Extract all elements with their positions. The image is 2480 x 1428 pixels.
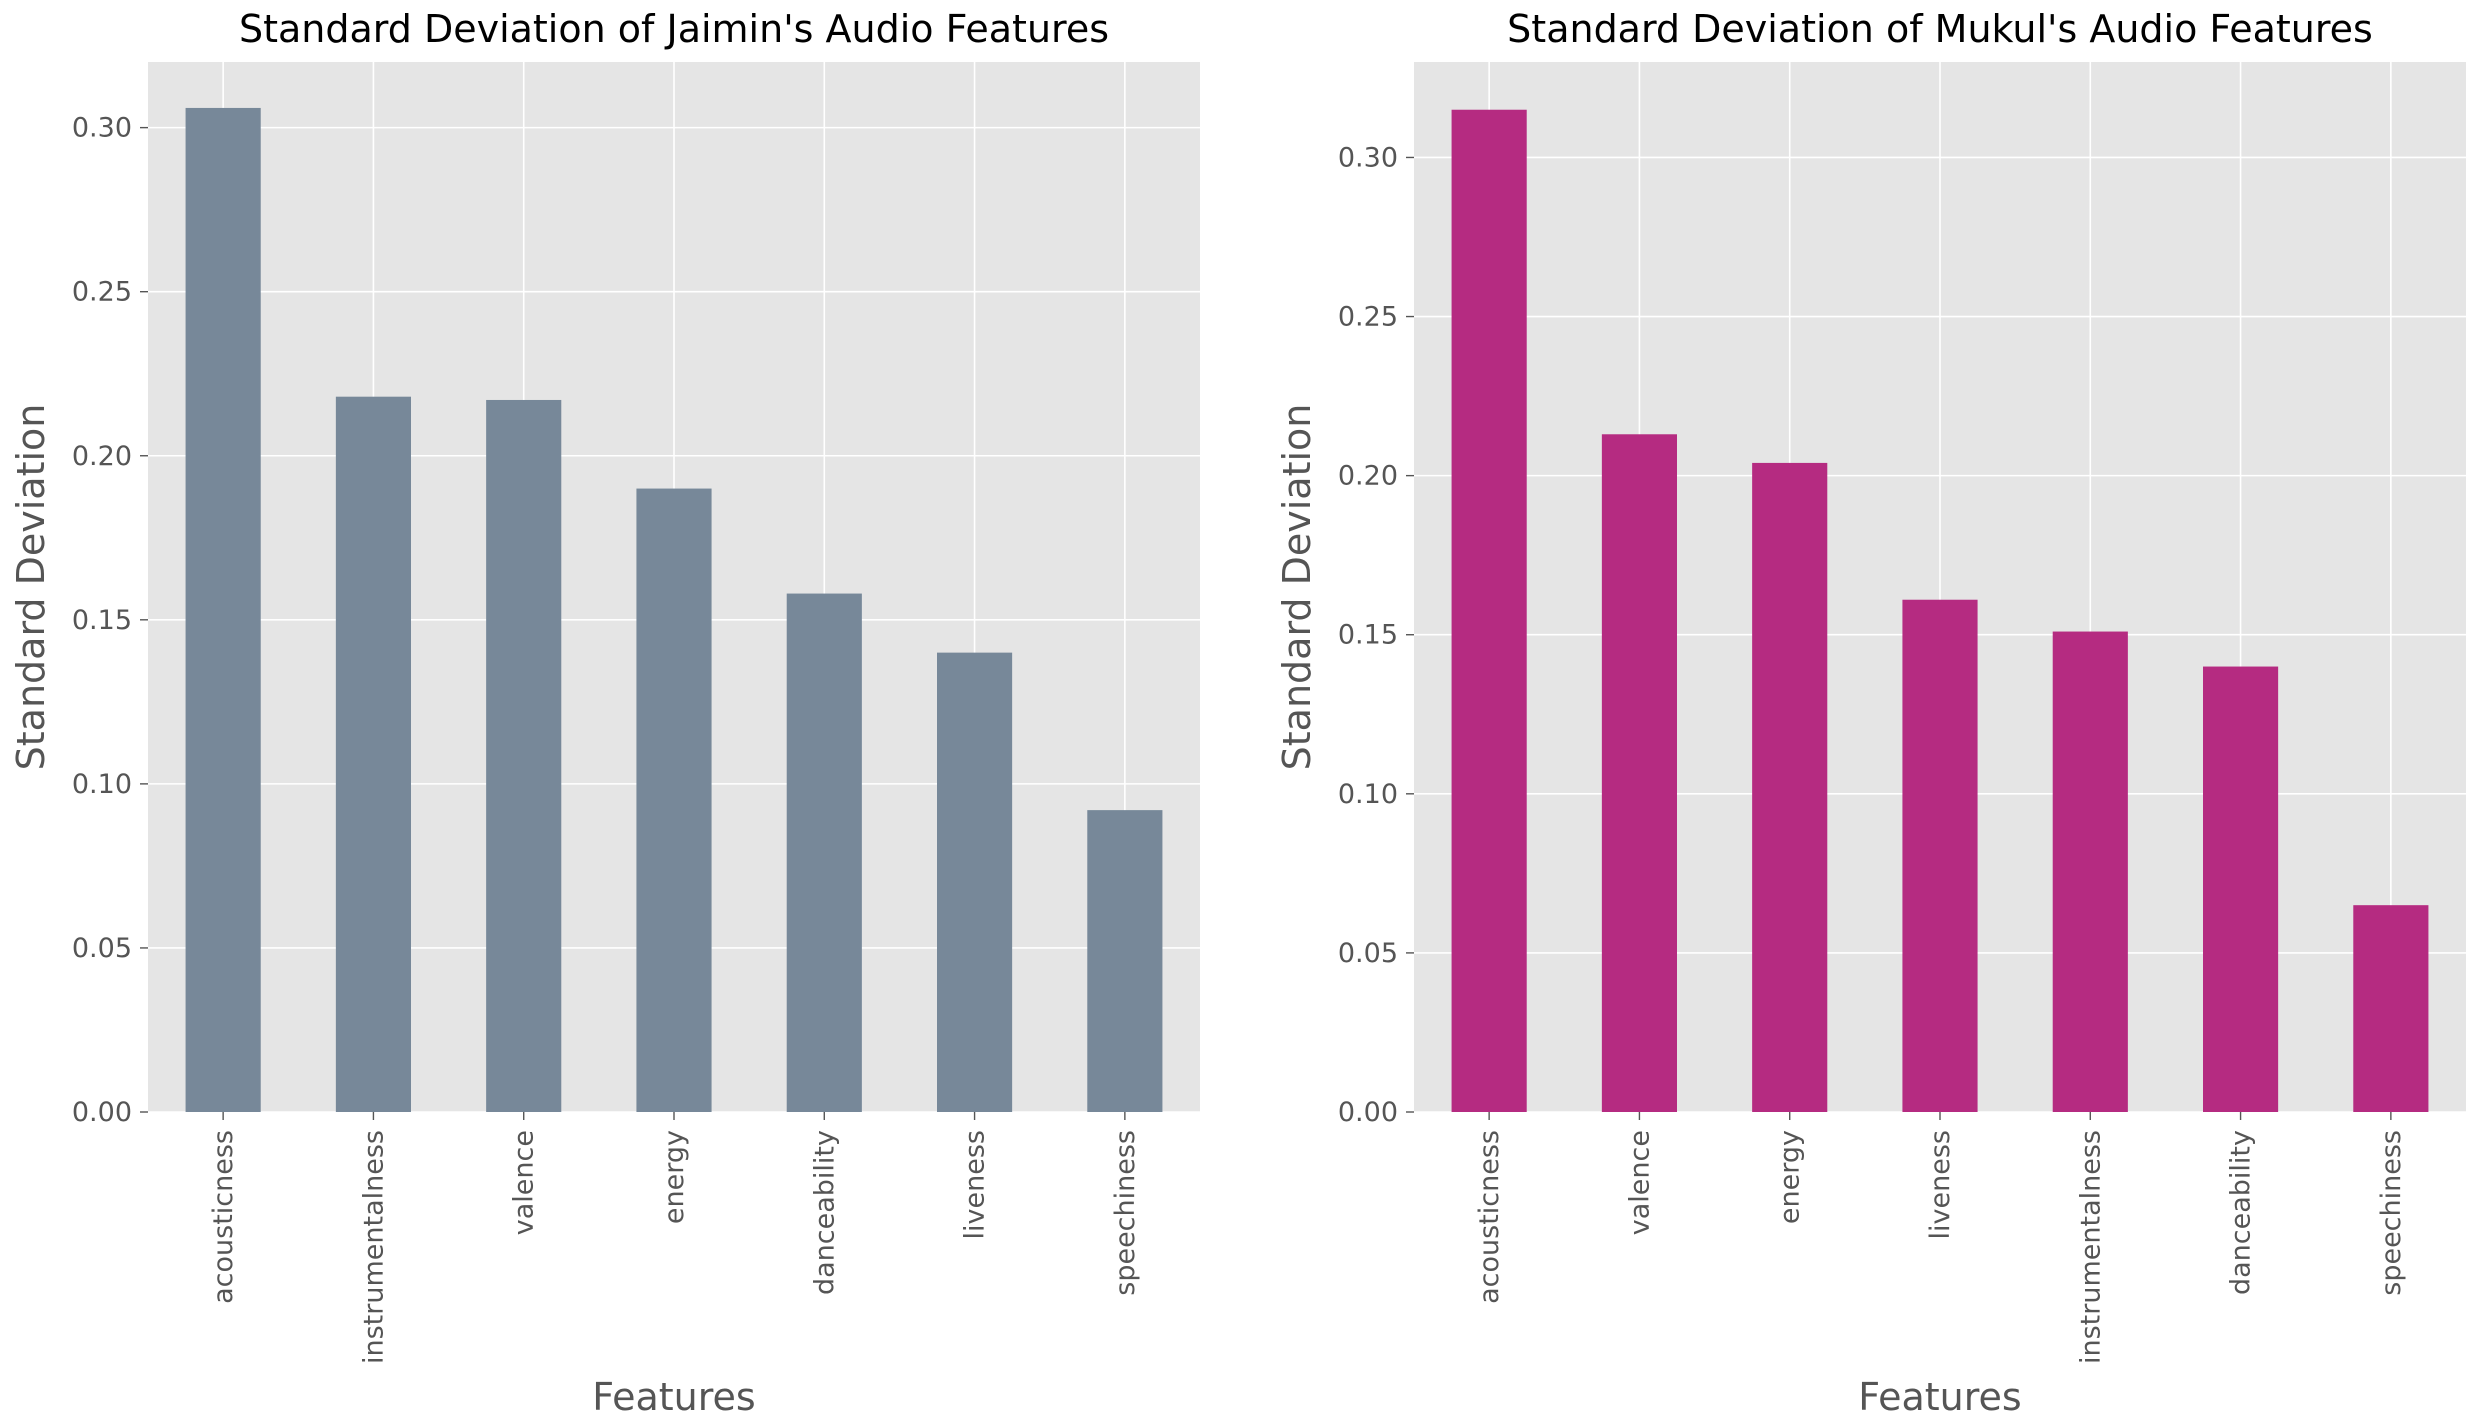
- x-tick-label-valence: valence: [509, 1130, 540, 1235]
- x-tick-label-energy: energy: [1775, 1130, 1806, 1224]
- x-tick-label-danceability: danceability: [809, 1130, 840, 1295]
- x-tick-label-speechiness: speechiness: [2376, 1130, 2407, 1296]
- bar-valence: [1601, 434, 1677, 1113]
- bar-speechiness: [2353, 905, 2429, 1112]
- bar-danceability: [786, 593, 862, 1112]
- x-tick-label-valence: valence: [1624, 1130, 1655, 1235]
- chart-jaimin: 0.00 0.05 0.10 0.15 0.20 0.25 0.30 acousticness…: [9, 7, 1200, 1419]
- y-axis-label: Standard Deviation: [1275, 404, 1319, 771]
- y-tick-label: 0.10: [1338, 779, 1398, 810]
- bar-speechiness: [1087, 810, 1163, 1112]
- y-tick-label: 0.30: [72, 113, 132, 144]
- x-tick-label-liveness: liveness: [1925, 1130, 1956, 1239]
- x-tick-label-liveness: liveness: [960, 1130, 991, 1239]
- y-tick-label: 0.05: [1338, 938, 1398, 969]
- bar-liveness: [937, 652, 1013, 1112]
- chart-title: Standard Deviation of Jaimin's Audio Fea…: [239, 7, 1109, 51]
- x-tick-label-instrumentalness: instrumentalness: [2075, 1130, 2106, 1364]
- y-tick-label: 0.30: [1338, 142, 1398, 173]
- bar-energy: [1752, 462, 1828, 1113]
- x-axis-label: Features: [592, 1375, 755, 1419]
- y-tick-label: 0.00: [72, 1097, 132, 1128]
- bar-energy: [636, 488, 712, 1112]
- bar-acousticness: [185, 107, 261, 1112]
- y-tick-label: 0.25: [1338, 302, 1398, 333]
- bar-instrumentalness: [2052, 631, 2128, 1112]
- x-tick-label-acousticness: acousticness: [1474, 1130, 1505, 1304]
- chart-mukul: 0.00 0.05 0.10 0.15 0.20 0.25 0.30 acousticness…: [1275, 7, 2466, 1419]
- x-axis-label: Features: [1858, 1375, 2021, 1419]
- bar-acousticness: [1451, 109, 1527, 1112]
- y-axis-label: Standard Deviation: [9, 404, 53, 771]
- bar-valence: [486, 399, 562, 1112]
- bar-liveness: [1902, 599, 1978, 1112]
- x-tick-label-instrumentalness: instrumentalness: [358, 1130, 389, 1364]
- chart-title: Standard Deviation of Mukul's Audio Feat…: [1507, 7, 2373, 51]
- y-tick-label: 0.15: [72, 605, 132, 636]
- y-tick-label: 0.00: [1338, 1097, 1398, 1128]
- x-tick-label-energy: energy: [659, 1130, 690, 1224]
- y-tick-label: 0.10: [72, 769, 132, 800]
- y-tick-label: 0.20: [1338, 461, 1398, 492]
- y-tick-label: 0.20: [72, 441, 132, 472]
- x-tick-label-danceability: danceability: [2226, 1130, 2257, 1295]
- bar-danceability: [2203, 666, 2279, 1112]
- bar-instrumentalness: [335, 396, 411, 1112]
- y-tick-label: 0.15: [1338, 620, 1398, 651]
- x-tick-label-acousticness: acousticness: [208, 1130, 239, 1304]
- y-tick-label: 0.05: [72, 933, 132, 964]
- y-tick-label: 0.25: [72, 277, 132, 308]
- x-tick-label-speechiness: speechiness: [1110, 1130, 1141, 1296]
